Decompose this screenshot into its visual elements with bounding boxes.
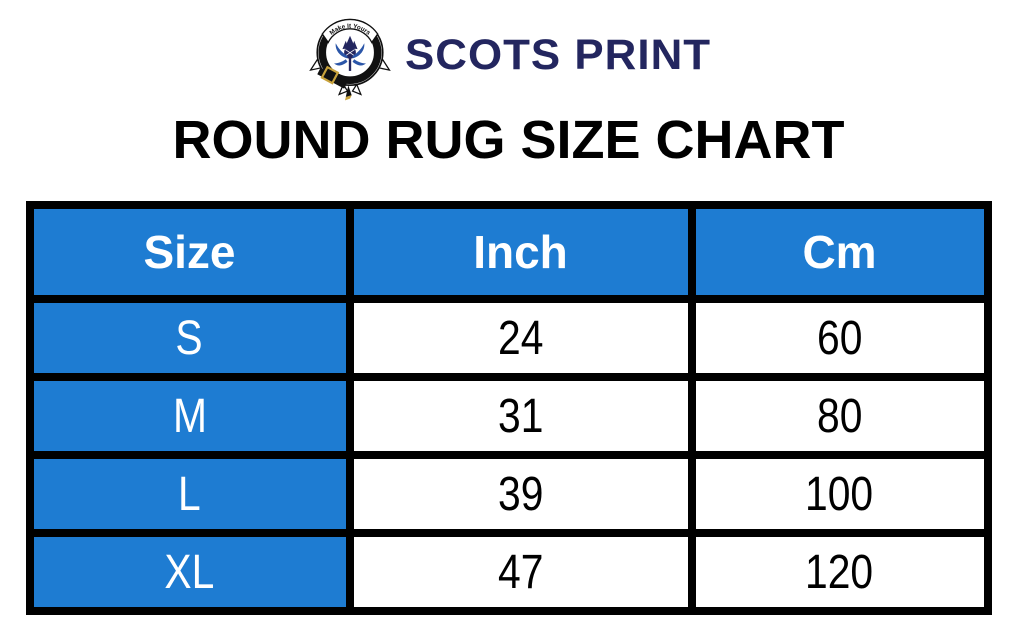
brand-header: Make It Yours SCOTS PRINT [0, 0, 1017, 102]
cell-value: 24 [497, 311, 544, 365]
belt-buckle-icon [317, 65, 353, 101]
cell-value: 80 [816, 389, 863, 443]
size-cell: L [33, 459, 346, 530]
inch-cell: 39 [353, 459, 688, 530]
inch-cell: 47 [353, 537, 688, 608]
cell-value: 47 [497, 545, 544, 599]
cm-cell: 120 [695, 537, 984, 608]
inch-cell: 31 [353, 381, 688, 452]
cell-value: 39 [497, 467, 544, 521]
cell-value: M [172, 389, 207, 443]
cm-cell: 60 [695, 303, 984, 374]
column-header-label: Cm [802, 226, 877, 279]
size-cell: XL [33, 537, 346, 608]
size-chart-table: Size Inch Cm S 24 60 M 31 80 L 39 100 XL… [25, 201, 992, 616]
table-row-l: L 39 100 [33, 459, 984, 530]
cell-value: 120 [805, 545, 874, 599]
table-row-m: M 31 80 [33, 381, 984, 452]
ribbon-bottom-left-icon [338, 83, 349, 96]
column-header-inch: Inch [353, 209, 688, 296]
table-header-row: Size Inch Cm [33, 209, 984, 296]
column-header-label: Size [143, 226, 236, 279]
cell-value: 60 [816, 311, 863, 365]
page-title: ROUND RUG SIZE CHART [172, 110, 845, 170]
thistle-icon [334, 35, 367, 71]
ribbon-bottom-right-icon [352, 83, 363, 96]
size-cell: S [33, 303, 346, 374]
inch-cell: 24 [353, 303, 688, 374]
cell-value: 31 [497, 389, 544, 443]
size-cell: M [33, 381, 346, 452]
table-row-s: S 24 60 [33, 303, 984, 374]
brand-name: SCOTS PRINT [405, 30, 712, 79]
cm-cell: 100 [695, 459, 984, 530]
cell-value: L [178, 467, 201, 521]
table-row-xl: XL 47 120 [33, 537, 984, 608]
column-header-label: Inch [473, 226, 568, 279]
cm-cell: 80 [695, 381, 984, 452]
cell-value: XL [164, 545, 215, 599]
cell-value: S [175, 311, 204, 365]
column-header-cm: Cm [695, 209, 984, 296]
crest-badge-icon: Make It Yours [309, 18, 392, 101]
column-header-size: Size [33, 209, 346, 296]
cell-value: 100 [805, 467, 874, 521]
